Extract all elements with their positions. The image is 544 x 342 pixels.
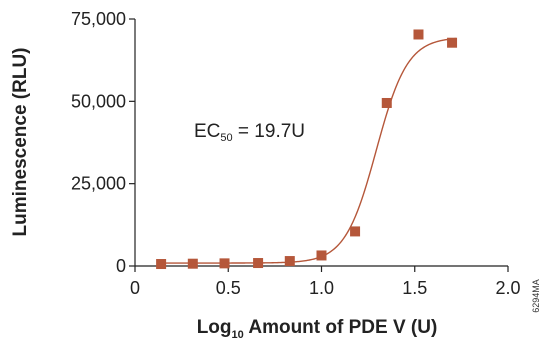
data-point [219,258,230,269]
x-title-base: Log [197,317,232,338]
x-ticks: 0 0.5 1.0 1.5 2.0 [130,266,521,298]
axes [134,19,508,267]
y-ticks: 0 25,000 50,000 75,000 [71,9,135,276]
figure-code: 6294MA [531,279,541,313]
y-tick-label: 50,000 [71,91,126,111]
y-axis-title: Luminescence (RLU) [10,48,31,237]
x-tick-label: 1.5 [402,278,427,298]
ec50-suffix: = 19.7U [233,121,305,142]
data-point [447,37,458,48]
data-point [381,97,392,108]
data-markers [156,29,458,270]
fit-curve [161,37,456,264]
ec50-annotation: EC50 = 19.7U [194,121,305,144]
ec50-prefix: EC [194,121,220,142]
x-tick-label: 1.0 [309,278,334,298]
data-point [413,29,424,40]
data-point [156,259,167,270]
x-tick-label: 0.5 [216,278,241,298]
data-point [350,226,361,237]
data-point [253,258,264,269]
data-point [284,256,295,267]
x-tick-label: 0 [130,278,140,298]
x-title-subscript: 10 [232,329,244,341]
y-tick-label: 0 [116,256,126,276]
ec50-subscript: 50 [220,132,232,144]
y-tick-label: 25,000 [71,174,126,194]
data-point [187,258,198,269]
data-point [316,250,327,261]
x-tick-label: 2.0 [495,278,520,298]
y-tick-label: 75,000 [71,9,126,29]
x-axis-title: Log10 Amount of PDE V (U) [197,317,438,341]
x-title-rest: Amount of PDE V (U) [244,317,438,338]
